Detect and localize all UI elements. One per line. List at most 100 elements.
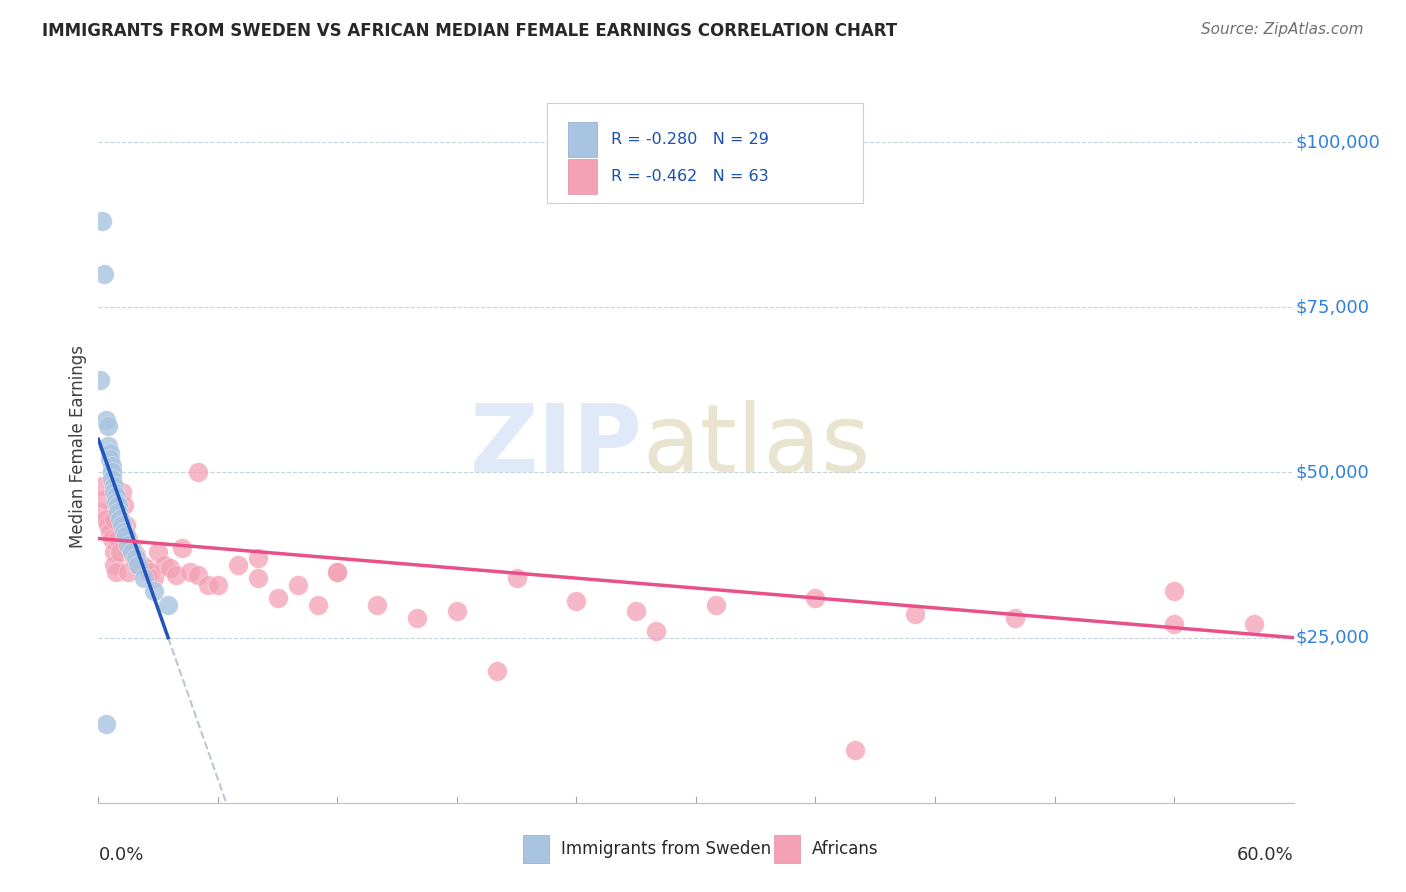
Point <box>105 489 128 503</box>
Point <box>107 499 129 513</box>
Text: $75,000: $75,000 <box>1296 298 1369 317</box>
Point <box>1163 617 1185 632</box>
Point <box>121 541 143 556</box>
Point <box>89 373 111 387</box>
Point <box>98 524 122 539</box>
Point <box>844 743 866 757</box>
Point <box>1004 611 1026 625</box>
Point <box>117 532 139 546</box>
Point <box>326 565 349 579</box>
FancyBboxPatch shape <box>547 103 863 203</box>
Point <box>157 598 180 612</box>
Point <box>804 591 827 605</box>
Point <box>148 545 170 559</box>
Point <box>246 571 269 585</box>
Point <box>93 491 115 506</box>
Text: ZIP: ZIP <box>470 400 643 492</box>
Text: Source: ZipAtlas.com: Source: ZipAtlas.com <box>1201 22 1364 37</box>
Point <box>101 466 124 480</box>
Point <box>704 598 727 612</box>
Point <box>153 558 176 572</box>
Point <box>96 412 118 426</box>
FancyBboxPatch shape <box>568 122 596 157</box>
Point <box>117 565 139 579</box>
Point <box>96 716 118 731</box>
Point <box>103 485 125 500</box>
Point <box>904 607 927 622</box>
Y-axis label: Median Female Earnings: Median Female Earnings <box>69 344 87 548</box>
Point <box>287 578 309 592</box>
Point <box>101 466 124 480</box>
Point <box>624 604 647 618</box>
Point <box>366 598 388 612</box>
Point <box>103 558 125 572</box>
Point <box>97 518 120 533</box>
Point <box>143 571 166 585</box>
Point <box>179 565 201 579</box>
Text: Africans: Africans <box>811 840 879 858</box>
FancyBboxPatch shape <box>773 835 800 863</box>
Point <box>207 578 229 592</box>
Point <box>96 511 118 525</box>
Point <box>98 445 122 459</box>
Point <box>110 545 132 559</box>
Text: R = -0.462   N = 63: R = -0.462 N = 63 <box>612 169 769 184</box>
FancyBboxPatch shape <box>568 160 596 194</box>
Point <box>326 565 349 579</box>
Point <box>107 491 129 506</box>
Point <box>97 439 120 453</box>
Point <box>485 664 508 678</box>
Point <box>121 545 143 559</box>
Point <box>267 591 290 605</box>
Point <box>89 505 111 519</box>
Point <box>117 538 139 552</box>
Point <box>197 578 219 592</box>
Text: R = -0.280   N = 29: R = -0.280 N = 29 <box>612 132 769 147</box>
Text: Immigrants from Sweden: Immigrants from Sweden <box>561 840 770 858</box>
Text: IMMIGRANTS FROM SWEDEN VS AFRICAN MEDIAN FEMALE EARNINGS CORRELATION CHART: IMMIGRANTS FROM SWEDEN VS AFRICAN MEDIAN… <box>42 22 897 40</box>
Point <box>406 611 429 625</box>
Text: atlas: atlas <box>643 400 870 492</box>
Point <box>98 452 122 467</box>
Point <box>645 624 668 638</box>
Point <box>172 541 194 556</box>
Point <box>1163 584 1185 599</box>
Point <box>101 458 124 473</box>
Point <box>112 499 135 513</box>
Point <box>143 584 166 599</box>
Point <box>446 604 468 618</box>
Point <box>246 551 269 566</box>
Point <box>111 518 134 533</box>
Point <box>93 267 115 281</box>
Point <box>125 551 148 566</box>
Point <box>139 565 162 579</box>
Point <box>131 558 153 572</box>
Point <box>127 555 149 569</box>
Point <box>1243 617 1265 632</box>
Point <box>165 567 187 582</box>
Point <box>124 551 146 566</box>
Point <box>187 466 209 480</box>
Point <box>187 567 209 582</box>
Text: 0.0%: 0.0% <box>98 846 143 863</box>
Point <box>91 214 114 228</box>
Point <box>110 511 132 525</box>
Point <box>115 518 138 533</box>
Point <box>134 571 156 585</box>
Point <box>111 485 134 500</box>
Point <box>159 561 181 575</box>
Point <box>103 511 125 525</box>
Text: 60.0%: 60.0% <box>1237 846 1294 863</box>
Point <box>120 538 142 552</box>
Point <box>135 561 157 575</box>
Point <box>127 558 149 572</box>
Point <box>565 594 588 608</box>
Text: $25,000: $25,000 <box>1296 629 1369 647</box>
Point <box>97 419 120 434</box>
Point <box>112 524 135 539</box>
Text: $50,000: $50,000 <box>1296 464 1369 482</box>
Point <box>115 528 138 542</box>
FancyBboxPatch shape <box>523 835 548 863</box>
Point <box>307 598 329 612</box>
Point <box>107 505 129 519</box>
